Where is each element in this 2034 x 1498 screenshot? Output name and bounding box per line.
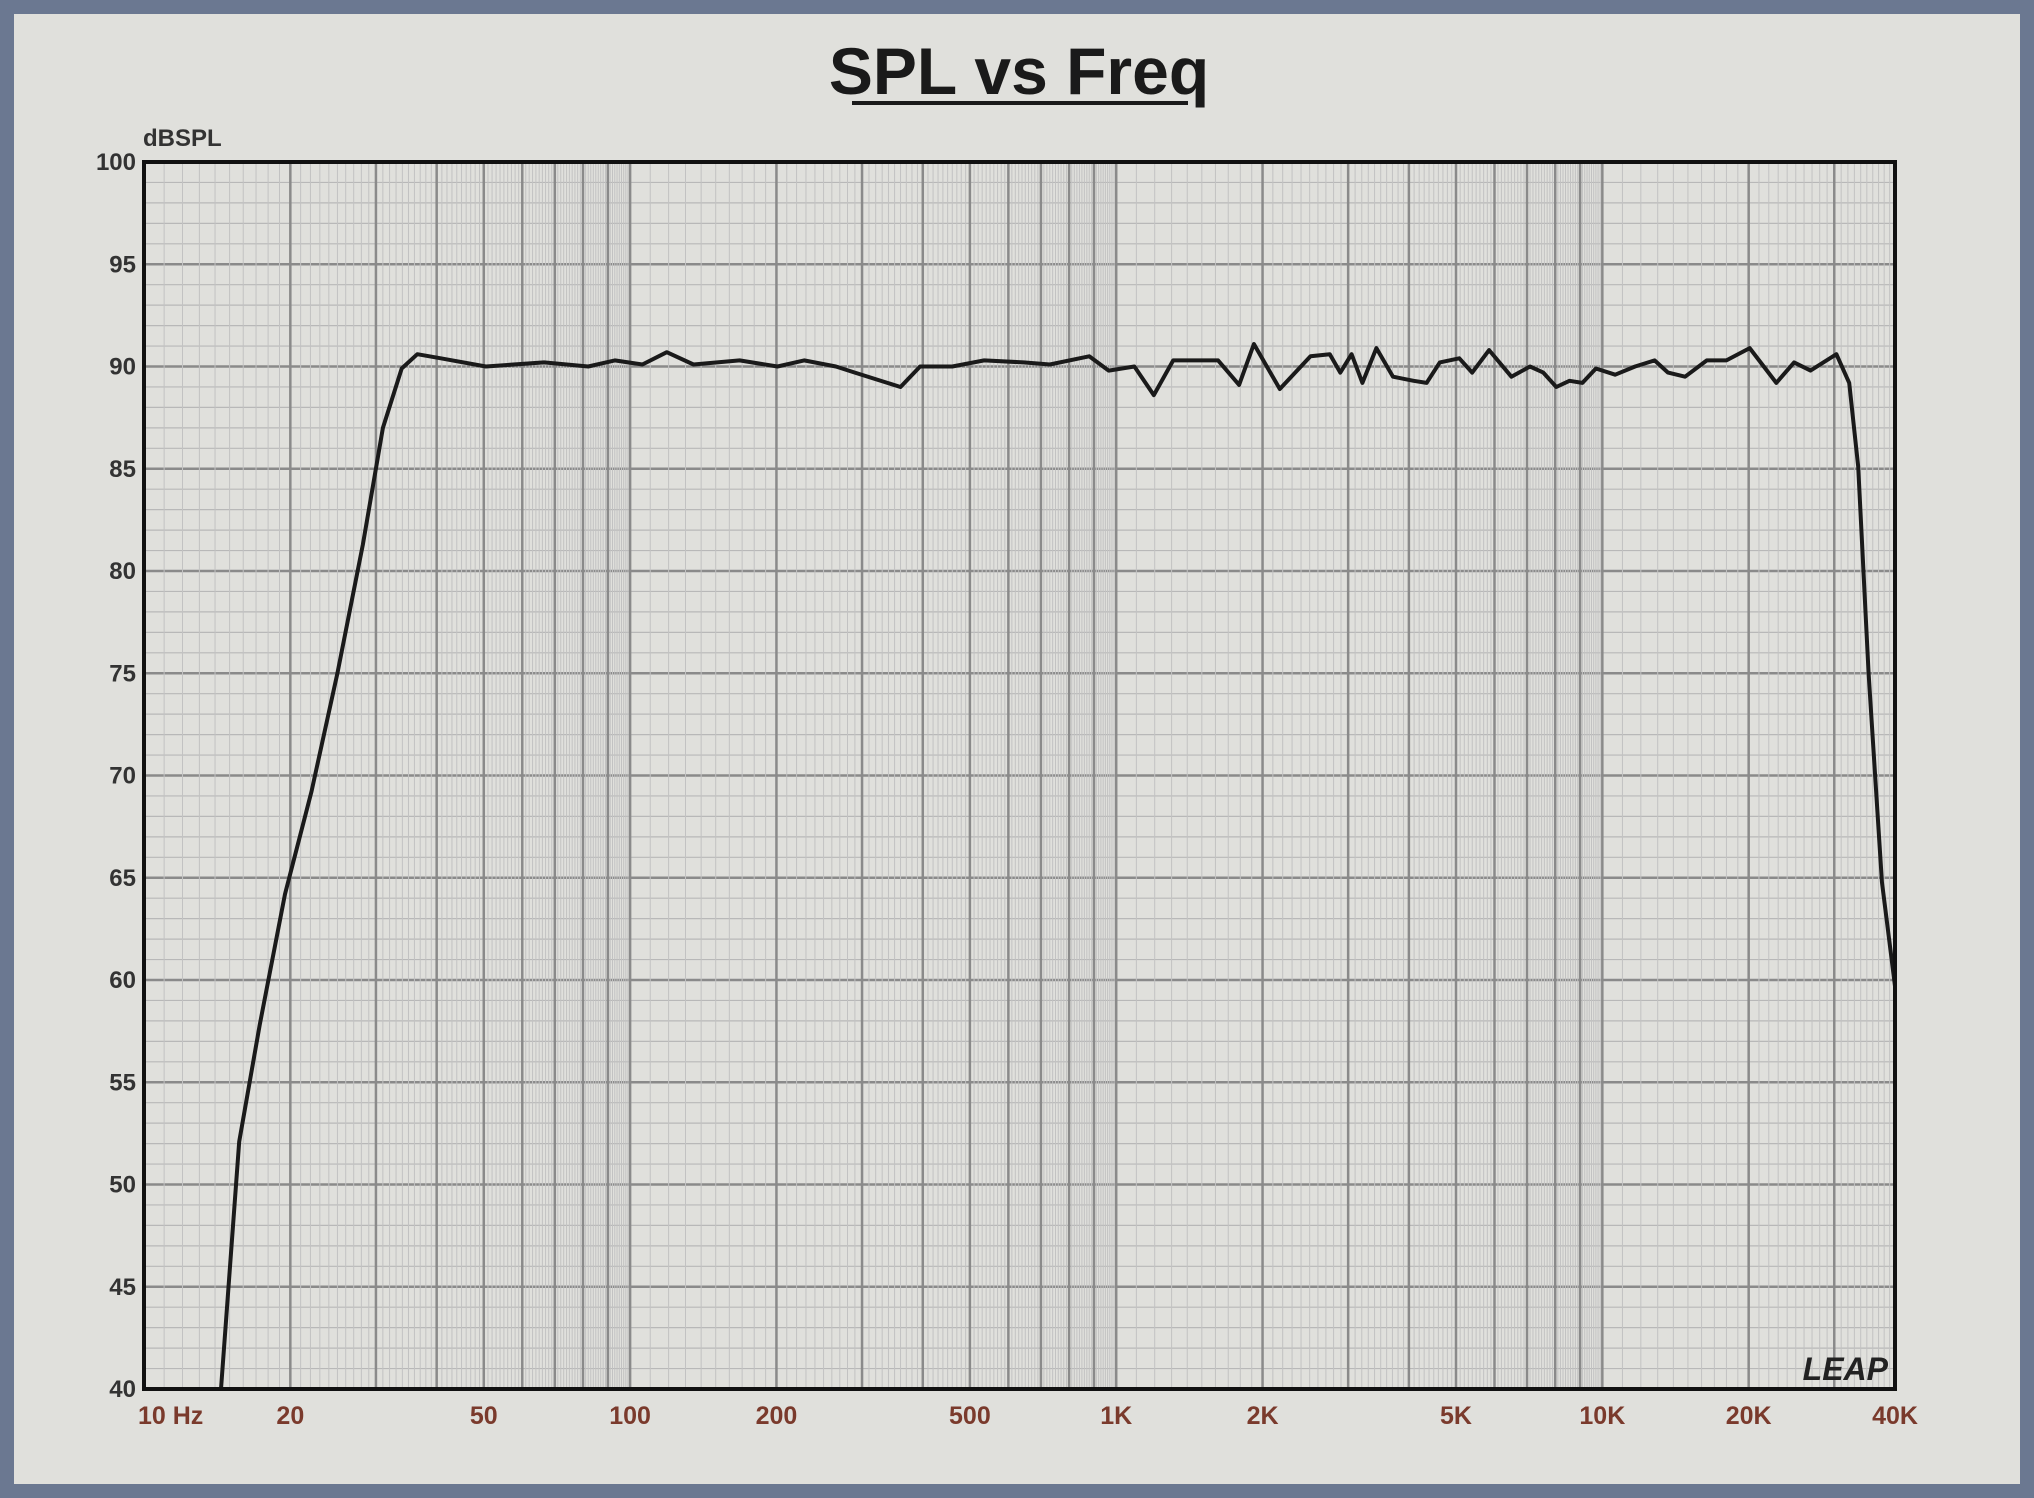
- y-tick-label: 55: [109, 1069, 136, 1096]
- x-tick-label: 5K: [1440, 1402, 1472, 1430]
- y-tick-label: 80: [109, 558, 136, 585]
- x-tick-label: 20: [276, 1402, 304, 1430]
- x-tick-label: 10 Hz: [138, 1402, 203, 1430]
- y-tick-label: 100: [96, 149, 136, 176]
- chart-background: [14, 14, 2020, 1484]
- chart-title: SPL vs Freq: [829, 34, 1209, 108]
- y-tick-label: 50: [109, 1172, 136, 1199]
- x-tick-label: 40K: [1872, 1402, 1918, 1430]
- y-axis-label: dBSPL: [143, 125, 222, 152]
- y-tick-label: 70: [109, 763, 136, 790]
- x-tick-label: 20K: [1726, 1402, 1772, 1430]
- x-tick-label: 200: [756, 1402, 798, 1430]
- x-tick-label: 50: [470, 1402, 498, 1430]
- y-tick-label: 65: [109, 865, 136, 892]
- x-tick-labels: 10 Hz 20 50 100 200 500 1K 2K 5K 10K 20K 40K: [138, 1402, 1918, 1430]
- y-tick-label: 75: [109, 660, 136, 687]
- y-tick-label: 95: [109, 251, 136, 278]
- leap-logo: LEAP: [1803, 1351, 1889, 1387]
- y-tick-label: 60: [109, 967, 136, 994]
- y-tick-label: 40: [109, 1376, 136, 1403]
- x-tick-label: 2K: [1247, 1402, 1279, 1430]
- plot-border: [142, 160, 1897, 1391]
- spl-curve: [144, 342, 1897, 1391]
- y-tick-label: 85: [109, 456, 136, 483]
- grid: [142, 160, 1897, 1391]
- y-tick-labels: 100 95 90 85 80 75 70 65 60 55 50 45 40: [96, 149, 136, 1403]
- x-tick-label: 100: [609, 1402, 651, 1430]
- x-tick-label: 10K: [1579, 1402, 1625, 1430]
- y-tick-label: 90: [109, 354, 136, 381]
- x-tick-label: 500: [949, 1402, 991, 1430]
- y-tick-label: 45: [109, 1274, 136, 1301]
- x-tick-label: 1K: [1100, 1402, 1132, 1430]
